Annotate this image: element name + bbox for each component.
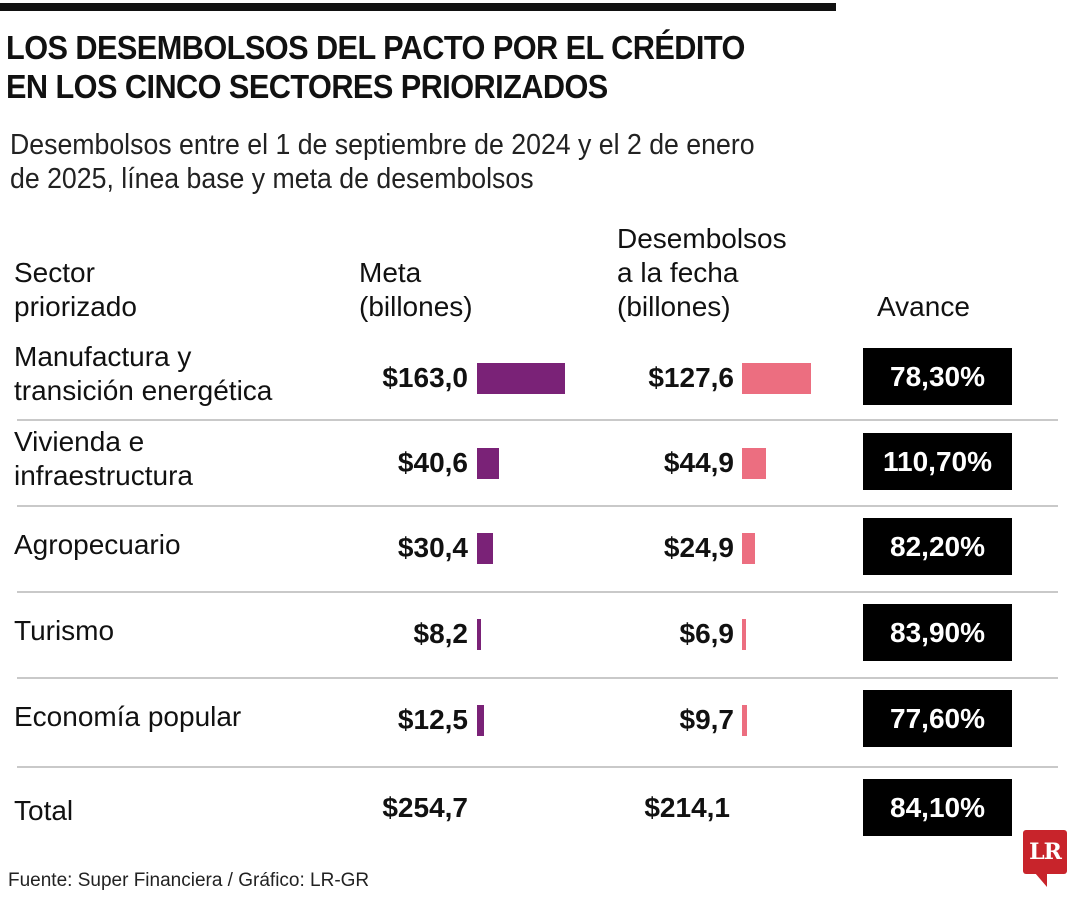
desembolsos-value: $127,6 xyxy=(648,362,734,393)
desembolsos-bar xyxy=(742,705,747,736)
row-separator xyxy=(17,677,1058,679)
chart-title-line2: EN LOS CINCO SECTORES PRIORIZADOS xyxy=(6,68,608,105)
desembolsos-value: $24,9 xyxy=(663,532,734,563)
column-header-desembolsos-line2: a la fecha xyxy=(617,257,739,288)
chart-title: LOS DESEMBOLSOS DEL PACTO POR EL CRÉDITO… xyxy=(6,28,843,106)
desembolsos-bar xyxy=(742,533,755,564)
total-avance-badge: 84,10% xyxy=(863,779,1012,836)
row-separator xyxy=(17,419,1058,421)
sector-label-line1: Agropecuario xyxy=(14,529,181,560)
column-header-meta-line2: (billones) xyxy=(359,291,473,322)
chart-subtitle: Desembolsos entre el 1 de septiembre de … xyxy=(10,128,893,196)
top-rule xyxy=(0,3,836,11)
avance-badge: 82,20% xyxy=(863,518,1012,575)
row-separator xyxy=(17,766,1058,768)
meta-value: $30,4 xyxy=(397,532,468,563)
total-meta-value: $254,7 xyxy=(382,792,468,823)
row-separator xyxy=(17,591,1058,593)
column-header-desembolsos: Desembolsos a la fecha (billones) xyxy=(617,222,787,324)
sector-label: Vivienda e infraestructura xyxy=(14,425,193,493)
column-header-sector-line2: priorizado xyxy=(14,291,137,322)
sector-label-line1: Manufactura y xyxy=(14,341,192,372)
column-header-desembolsos-line1: Desembolsos xyxy=(617,223,787,254)
column-header-sector: Sector priorizado xyxy=(14,256,137,324)
total-desembolsos-value: $214,1 xyxy=(644,792,730,823)
sector-label: Manufactura y transición energética xyxy=(14,340,272,408)
sector-label-line1: Vivienda e xyxy=(14,426,145,457)
desembolsos-value: $44,9 xyxy=(663,447,734,478)
meta-bar xyxy=(477,533,493,564)
sector-label: Turismo xyxy=(14,614,114,648)
sector-label-line1: Turismo xyxy=(14,615,115,646)
column-header-desembolsos-line3: (billones) xyxy=(617,291,731,322)
desembolsos-bar xyxy=(742,448,766,479)
avance-badge: 77,60% xyxy=(863,690,1012,747)
desembolsos-bar xyxy=(742,619,746,650)
meta-value: $163,0 xyxy=(382,362,468,393)
desembolsos-value: $9,7 xyxy=(679,704,735,735)
column-header-sector-line1: Sector xyxy=(14,257,95,288)
sector-label-line2: transición energética xyxy=(14,375,273,406)
lr-logo-tail-icon xyxy=(1035,873,1047,887)
sector-label-line2: infraestructura xyxy=(14,460,193,491)
meta-bar xyxy=(477,619,481,650)
chart-subtitle-line2: de 2025, línea base y meta de desembolso… xyxy=(10,163,534,195)
desembolsos-value: $6,9 xyxy=(679,618,735,649)
sector-label: Agropecuario xyxy=(14,528,181,562)
desembolsos-bar xyxy=(742,363,811,394)
source-note: Fuente: Super Financiera / Gráfico: LR-G… xyxy=(8,870,370,891)
column-header-meta: Meta (billones) xyxy=(359,256,473,324)
avance-badge: 110,70% xyxy=(863,433,1012,490)
meta-value: $40,6 xyxy=(397,447,468,478)
meta-bar xyxy=(477,448,499,479)
avance-badge: 83,90% xyxy=(863,604,1012,661)
chart-subtitle-line1: Desembolsos entre el 1 de septiembre de … xyxy=(10,129,755,161)
sector-label: Economía popular xyxy=(14,700,241,734)
chart-title-line1: LOS DESEMBOLSOS DEL PACTO POR EL CRÉDITO xyxy=(6,29,745,66)
meta-value: $12,5 xyxy=(397,704,468,735)
row-separator xyxy=(17,505,1058,507)
lr-logo-icon: LR xyxy=(1023,830,1067,874)
avance-badge: 78,30% xyxy=(863,348,1012,405)
meta-bar xyxy=(477,363,565,394)
meta-value: $8,2 xyxy=(413,618,469,649)
total-label: Total xyxy=(14,795,74,826)
sector-label-line1: Economía popular xyxy=(14,701,242,732)
column-header-avance: Avance xyxy=(877,291,970,322)
meta-bar xyxy=(477,705,484,736)
column-header-meta-line1: Meta xyxy=(359,257,422,288)
